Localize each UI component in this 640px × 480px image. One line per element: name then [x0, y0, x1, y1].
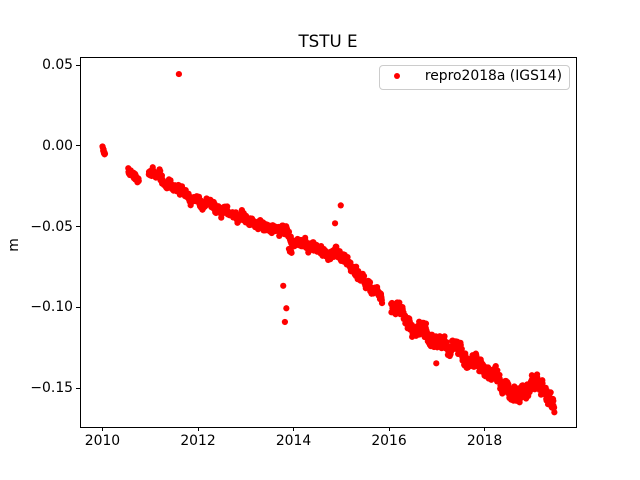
x-tick-label: 2014 — [275, 433, 312, 450]
y-tick-mark — [76, 306, 80, 308]
legend: repro2018a (IGS14) — [378, 65, 570, 91]
y-tick-label: −0.05 — [30, 218, 73, 235]
y-tick-mark — [76, 145, 80, 147]
y-tick-label: −0.15 — [30, 380, 73, 397]
x-tick-mark — [293, 427, 294, 432]
x-tick-label: 2010 — [84, 433, 121, 450]
x-tick-mark — [101, 427, 103, 432]
y-axis-label: m — [6, 238, 23, 252]
plot-area — [79, 57, 577, 428]
chart-title: TSTU E — [298, 31, 358, 52]
y-tick-label: 0.00 — [42, 137, 73, 154]
x-tick-label: 2018 — [466, 433, 503, 450]
y-tick-mark — [76, 64, 80, 66]
y-tick-mark — [76, 226, 80, 228]
legend-marker-dot — [394, 73, 401, 80]
y-tick-mark — [76, 387, 80, 389]
x-tick-label: 2012 — [180, 433, 216, 450]
y-tick-label: −0.10 — [30, 299, 73, 316]
x-tick-mark — [197, 427, 199, 432]
y-tick-label: 0.05 — [42, 57, 73, 74]
x-tick-label: 2016 — [371, 433, 407, 450]
x-tick-mark — [388, 427, 390, 432]
legend-label: repro2018a (IGS14) — [424, 67, 562, 84]
x-tick-mark — [484, 427, 485, 432]
